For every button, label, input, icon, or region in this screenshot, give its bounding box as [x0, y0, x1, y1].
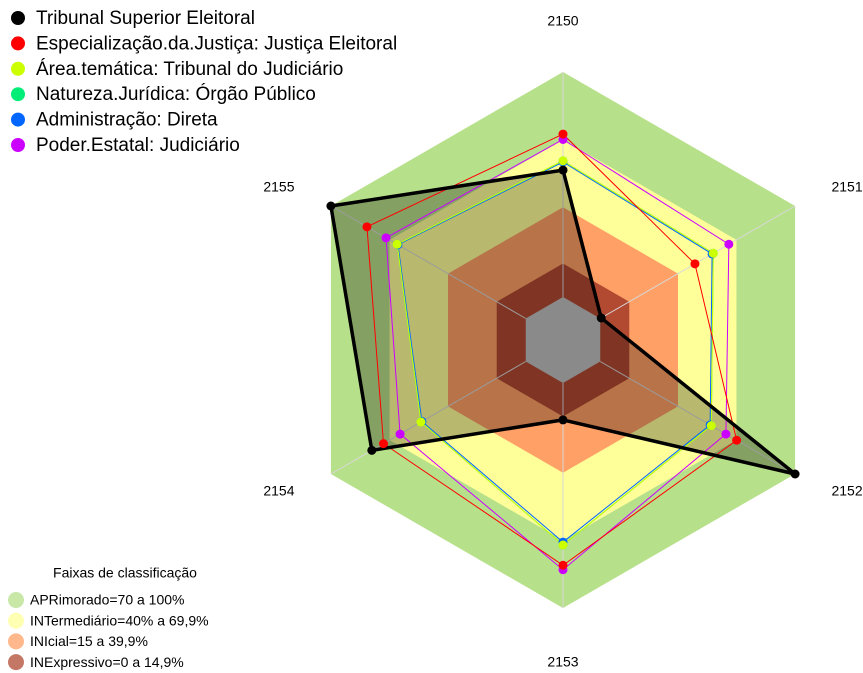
axis-label: 2151	[831, 179, 862, 195]
marker	[362, 222, 372, 232]
marker	[690, 259, 700, 269]
bands-legend-marker	[8, 592, 24, 608]
marker	[558, 560, 568, 570]
marker	[381, 233, 391, 243]
legend-marker	[11, 11, 25, 25]
marker	[596, 313, 606, 323]
axis-line	[330, 361, 527, 475]
legend-marker	[11, 61, 25, 76]
axis-label: 2153	[547, 654, 578, 670]
center-hole	[525, 297, 601, 383]
marker	[367, 445, 377, 455]
legend-label: Área.temática: Tribunal do Judiciário	[36, 59, 343, 80]
bands-legend-label: INTermediário=40% a 69,9%	[30, 612, 209, 628]
legend-label: Tribunal Superior Eleitoral	[36, 8, 255, 29]
bands-legend-marker	[8, 612, 24, 629]
bands-legend-label: APRimorado=70 a 100%	[30, 592, 185, 608]
legend-label: Natureza.Jurídica: Órgão Público	[36, 83, 316, 105]
axis-line	[599, 361, 796, 475]
marker	[708, 248, 718, 258]
marker	[392, 239, 402, 249]
legend-marker	[11, 112, 25, 127]
marker	[732, 435, 742, 445]
marker	[395, 429, 405, 439]
legend-label: Poder.Estatal: Judiciário	[36, 135, 240, 156]
marker	[724, 239, 734, 249]
series-area	[330, 170, 796, 474]
bands-legend-label: INExpressivo=0 a 14,9%	[30, 654, 184, 670]
marker	[379, 439, 389, 449]
legend-marker	[11, 36, 25, 51]
legend-label: Especialização.da.Justiça: Justiça Eleit…	[36, 33, 397, 54]
marker	[558, 165, 568, 175]
axis-label: 2152	[831, 483, 862, 499]
axis-label: 2155	[263, 179, 294, 195]
axis-label: 2154	[263, 483, 294, 499]
legend-label: Administração: Direta	[36, 110, 218, 131]
marker	[416, 417, 426, 427]
marker	[558, 129, 568, 139]
marker	[706, 421, 716, 431]
marker	[558, 156, 568, 166]
legend-marker	[11, 87, 25, 102]
bands-title: Faixas de classificação	[53, 565, 197, 581]
marker	[721, 429, 731, 439]
marker	[326, 201, 336, 211]
marker	[558, 540, 568, 550]
marker	[790, 469, 800, 479]
legend-marker	[11, 138, 25, 152]
marker	[558, 415, 568, 425]
bands-legend-label: INIcial=15 a 39,9%	[30, 633, 148, 649]
bands-legend-marker	[8, 654, 24, 671]
bands-legend-marker	[8, 633, 24, 650]
axis-label: 2150	[547, 13, 578, 29]
